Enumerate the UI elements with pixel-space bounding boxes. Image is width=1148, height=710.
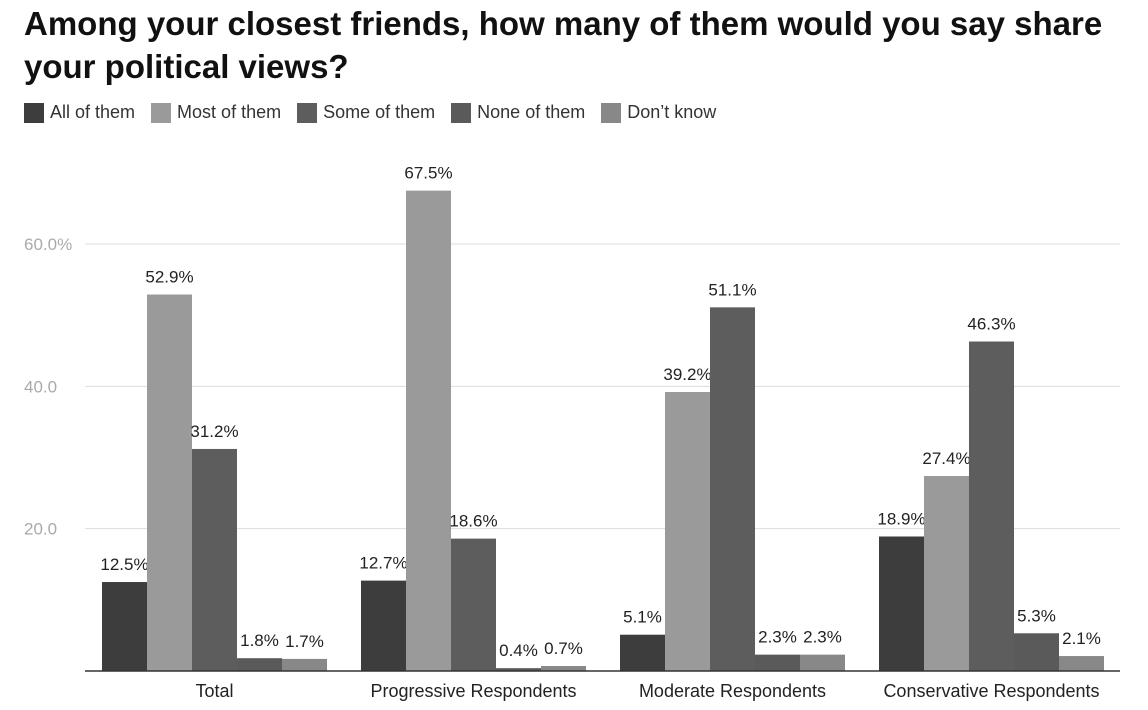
bar (406, 190, 451, 671)
data-label: 2.3% (803, 628, 842, 647)
bar (192, 448, 237, 671)
bar (451, 538, 496, 671)
legend-label-none: None of them (477, 102, 586, 122)
chart-legend: All of them Most of them Some of them No… (24, 102, 716, 123)
bar (924, 476, 969, 671)
chart-title: Among your closest friends, how many of … (24, 5, 1103, 85)
data-label: 27.4% (922, 449, 970, 468)
data-label: 51.1% (708, 280, 756, 299)
data-label: 12.7% (359, 554, 407, 573)
x-category-label: Progressive Respondents (370, 681, 576, 701)
data-label: 18.9% (877, 509, 925, 528)
bar (282, 658, 327, 671)
bar (1059, 656, 1104, 671)
x-category-label: Moderate Respondents (639, 681, 826, 701)
bar (969, 341, 1014, 671)
legend-label-all: All of them (50, 102, 136, 122)
bar (800, 654, 845, 671)
x-category-label: Conservative Respondents (883, 681, 1099, 701)
y-tick-label: 20.0 (24, 520, 57, 539)
bar (237, 658, 282, 671)
data-label: 1.7% (285, 632, 324, 651)
data-label: 12.5% (100, 555, 148, 574)
legend-label-dontknow: Don’t know (627, 102, 717, 122)
data-label: 46.3% (967, 314, 1015, 333)
bar (1014, 633, 1059, 671)
data-label: 18.6% (449, 512, 497, 531)
bar (102, 582, 147, 671)
data-label: 2.1% (1062, 629, 1101, 648)
data-label: 52.9% (145, 268, 193, 287)
data-label: 5.3% (1017, 606, 1056, 625)
legend-swatch-most (151, 102, 172, 123)
legend-item-some: Some of them (297, 102, 435, 123)
legend-swatch-some (297, 102, 318, 123)
data-label: 39.2% (663, 365, 711, 384)
data-label: 0.4% (499, 641, 538, 660)
legend-swatch-all (24, 102, 44, 123)
legend-item-most: Most of them (151, 102, 281, 123)
x-category-label: Total (195, 681, 233, 701)
data-label: 5.1% (623, 608, 662, 627)
legend-item-all: All of them (24, 102, 135, 123)
legend-swatch-none (451, 102, 472, 123)
data-label: 1.8% (240, 631, 279, 650)
data-label: 2.3% (758, 628, 797, 647)
bar (496, 668, 541, 671)
bar (755, 654, 800, 671)
bar (879, 536, 924, 671)
y-tick-label: 60.0% (24, 235, 72, 254)
y-tick-label: 40.0 (24, 377, 57, 396)
bar (665, 392, 710, 671)
data-label: 31.2% (190, 422, 238, 441)
bar (147, 294, 192, 671)
data-label: 0.7% (544, 639, 583, 658)
legend-label-some: Some of them (323, 102, 436, 122)
legend-swatch-dontknow (601, 102, 622, 123)
bar (541, 666, 586, 671)
bar (620, 634, 665, 671)
legend-label-most: Most of them (177, 102, 282, 122)
bar (710, 307, 755, 671)
legend-item-dontknow: Don’t know (601, 102, 716, 123)
data-label: 67.5% (404, 164, 452, 183)
bar (361, 580, 406, 671)
legend-item-none: None of them (451, 102, 585, 123)
